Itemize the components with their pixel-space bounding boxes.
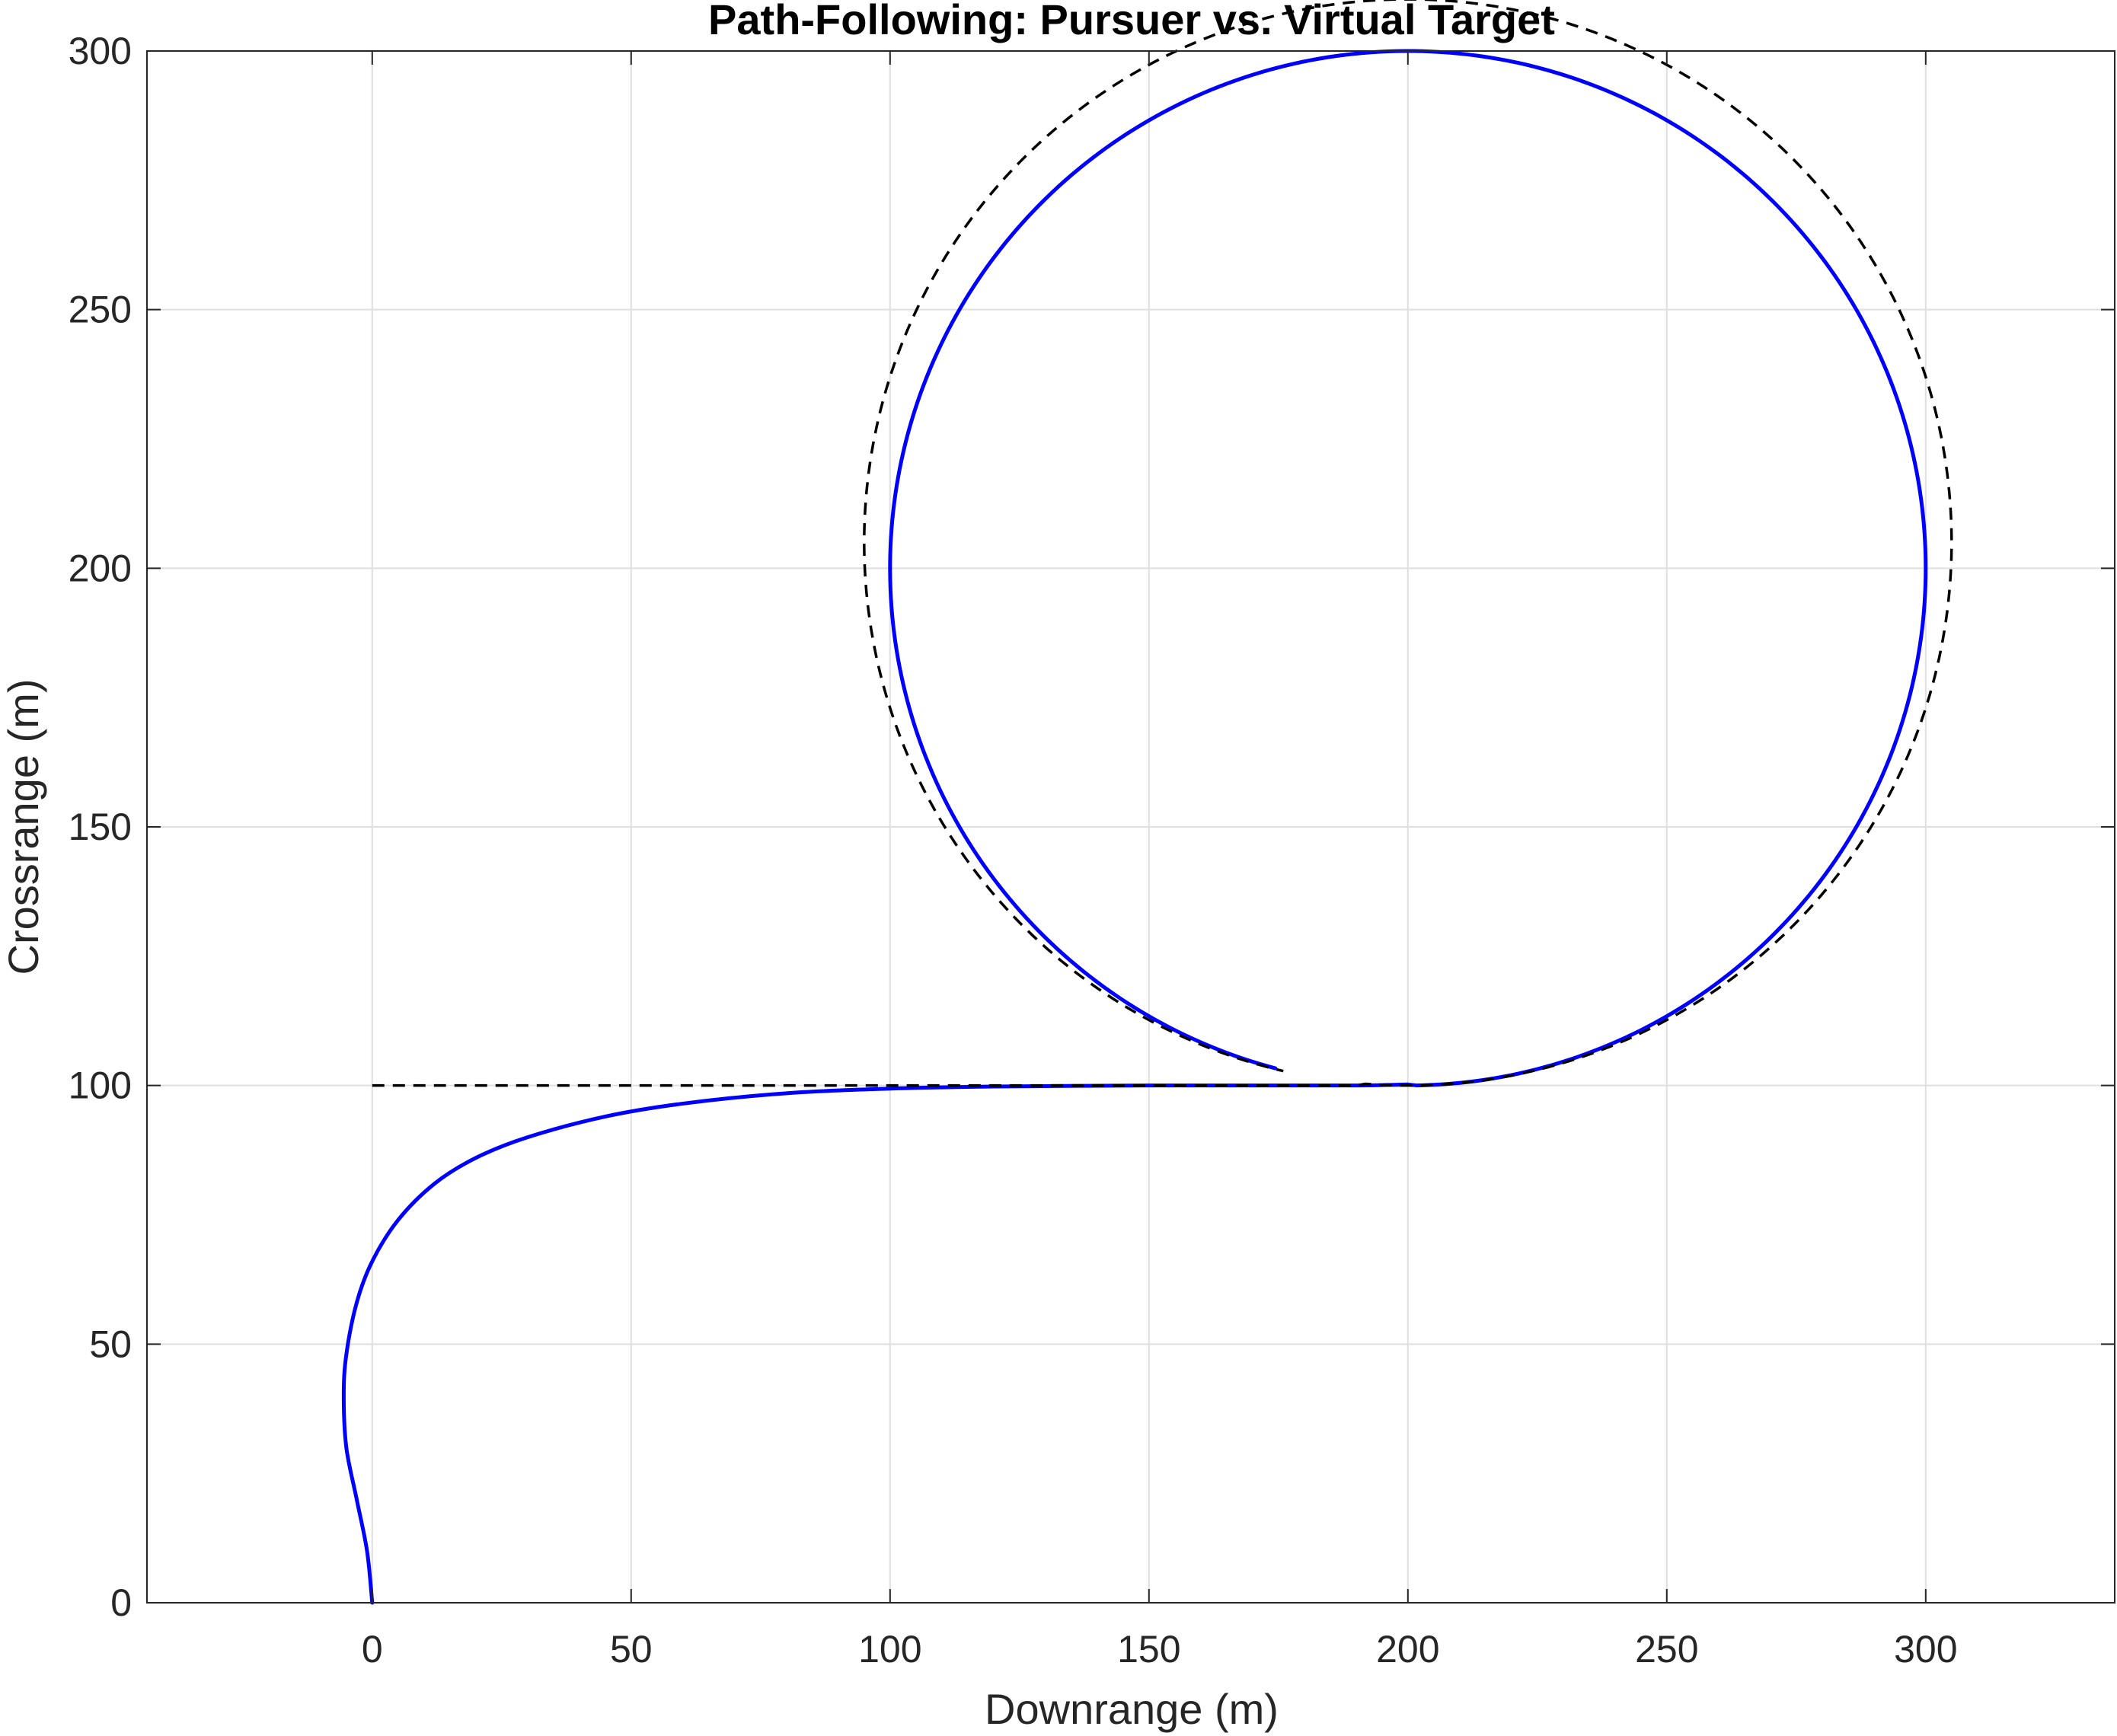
x-tick-label: 100 [858, 1628, 921, 1671]
x-tick-label: 50 [610, 1628, 653, 1671]
x-axis-label: Downrange (m) [985, 1685, 1279, 1733]
x-tick-label: 250 [1635, 1628, 1698, 1671]
x-tick-label: 200 [1376, 1628, 1439, 1671]
y-tick-label: 50 [89, 1323, 132, 1365]
series-layer [341, 0, 1953, 1605]
x-tick-label: 300 [1894, 1628, 1957, 1671]
x-tick-label: 150 [1117, 1628, 1180, 1671]
y-tick-label: 100 [69, 1064, 132, 1107]
y-tick-label: 150 [69, 806, 132, 848]
chart-title: Path-Following: Pursuer vs. Virtual Targ… [708, 0, 1555, 43]
tick-layer: 0 50 100 150 200 250 300 0 50 100 150 200 250 300 [69, 30, 2115, 1671]
virtual-target-path-line [372, 0, 1953, 1087]
y-tick-label: 250 [69, 289, 132, 331]
y-tick-label: 0 [110, 1581, 132, 1624]
y-tick-label: 300 [69, 30, 132, 72]
y-axis-label: Crossrange (m) [0, 679, 47, 975]
y-tick-label: 200 [69, 547, 132, 589]
x-tick-label: 0 [362, 1628, 383, 1671]
pursuer-path-line [341, 49, 1928, 1605]
